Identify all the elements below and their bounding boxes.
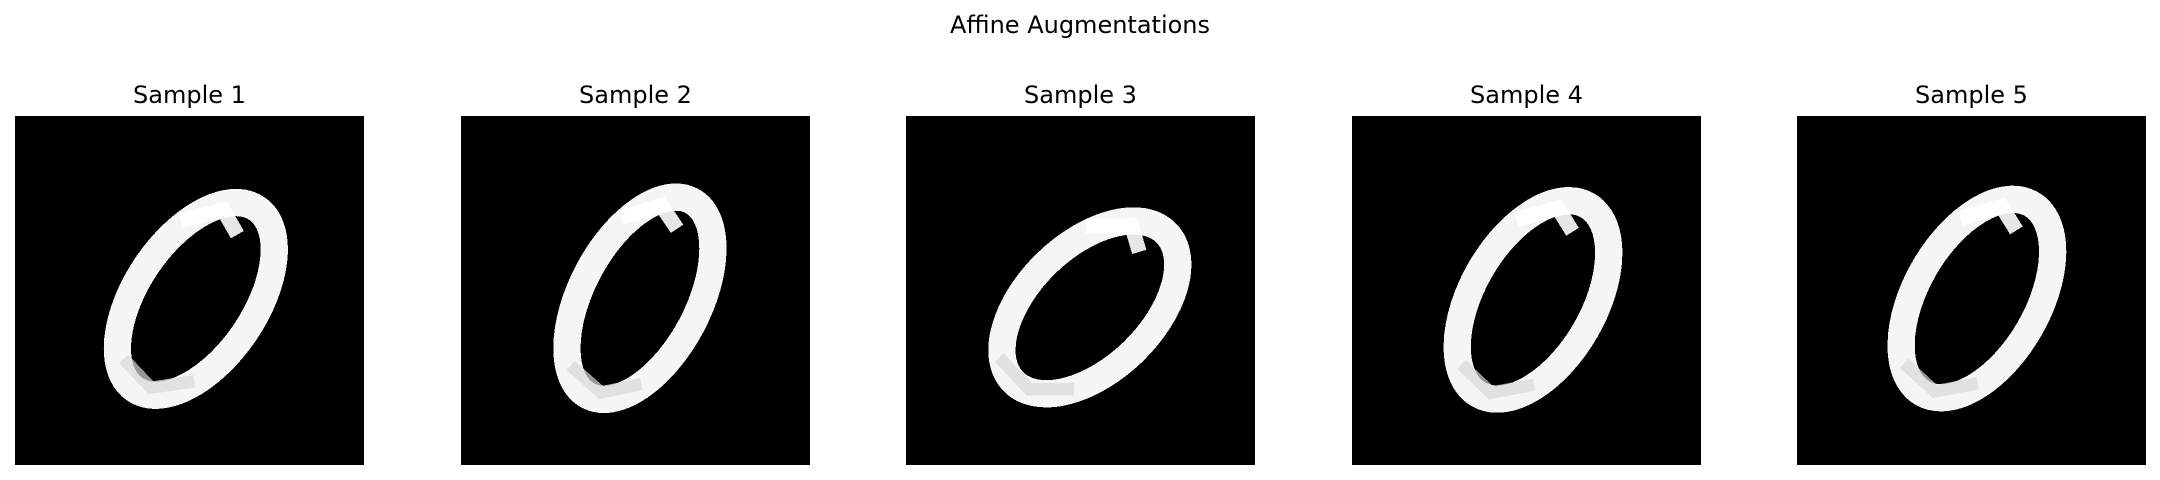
sample-panel: Sample 4 <box>1352 78 1701 465</box>
sample-title: Sample 5 <box>1915 81 2028 109</box>
sample-title: Sample 4 <box>1470 81 1583 109</box>
figure-title: Affine Augmentations <box>949 11 1211 39</box>
sample-title: Sample 1 <box>133 81 246 109</box>
sample-panel: Sample 5 <box>1797 78 2146 465</box>
digit-image <box>15 116 364 465</box>
sample-panel: Sample 2 <box>461 78 810 465</box>
digit-image <box>1797 116 2146 465</box>
sample-panel: Sample 3 <box>906 78 1255 465</box>
sample-title: Sample 2 <box>579 81 692 109</box>
digit-image <box>461 116 810 465</box>
sample-panel: Sample 1 <box>15 78 364 465</box>
sample-title: Sample 3 <box>1024 81 1137 109</box>
digit-image <box>1352 116 1701 465</box>
digit-image <box>906 116 1255 465</box>
